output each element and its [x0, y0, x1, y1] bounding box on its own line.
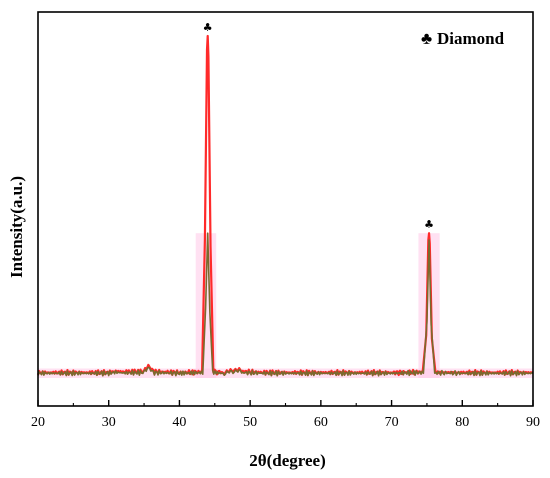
x-axis-title: 2θ(degree) [249, 451, 326, 470]
x-tick-label: 60 [314, 415, 328, 430]
x-tick-label: 50 [243, 415, 257, 430]
x-tick-label: 20 [31, 415, 45, 430]
peak-marker: ♣ [203, 21, 213, 34]
series-layer [36, 34, 534, 377]
x-tick-label: 30 [102, 415, 116, 430]
series-line-fit [37, 232, 534, 377]
peak-markers: ♣♣ [203, 21, 434, 231]
x-axis-ticks: 20 30 40 50 60 70 80 90 [31, 400, 540, 430]
x-tick-label: 80 [455, 415, 469, 430]
x-tick-label: 90 [526, 415, 540, 430]
peak-marker: ♣ [424, 218, 434, 231]
highlight-regions [38, 233, 533, 378]
legend-label: Diamond [437, 29, 505, 48]
highlight-region-2 [418, 233, 440, 378]
x-tick-label: 70 [385, 415, 399, 430]
legend-club-symbol: ♣ [421, 29, 432, 48]
x-tick-label: 40 [172, 415, 186, 430]
plot-frame [37, 11, 534, 407]
series-line-raw [36, 34, 534, 377]
y-axis-title: Intensity(a.u.) [7, 176, 26, 278]
